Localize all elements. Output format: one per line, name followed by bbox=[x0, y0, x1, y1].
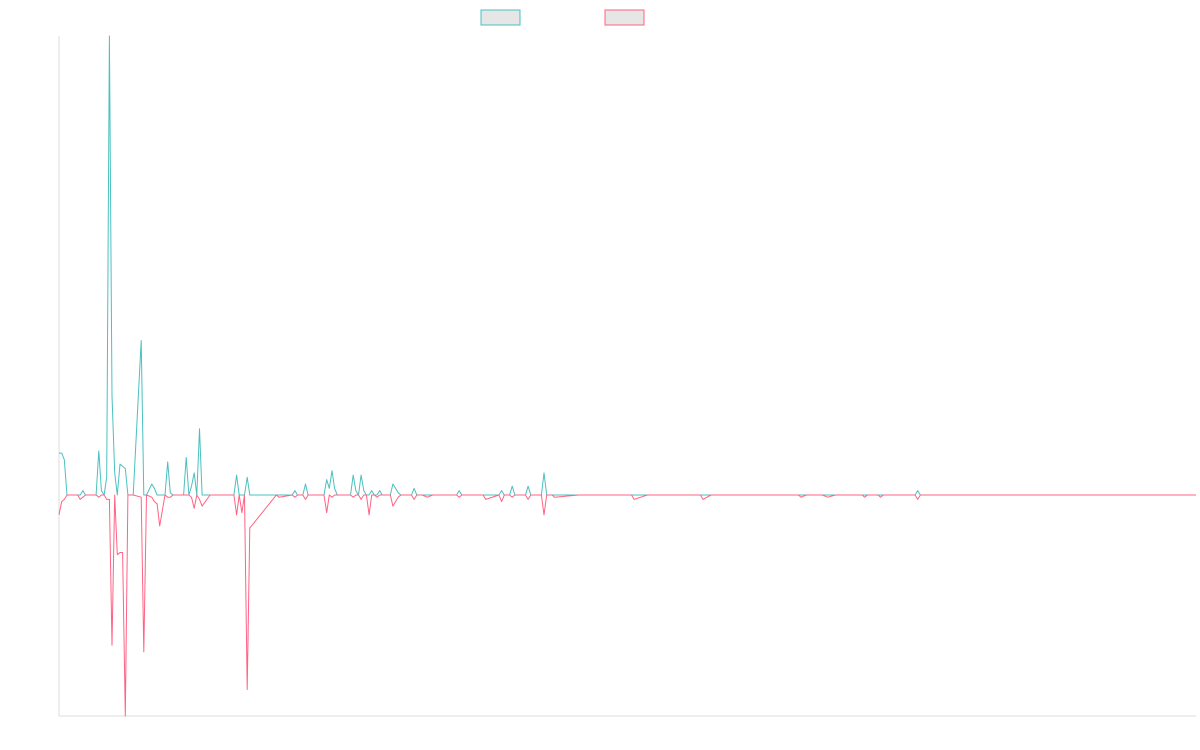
legend bbox=[480, 9, 645, 26]
legend-swatch-2[interactable] bbox=[604, 9, 645, 26]
legend-swatch-1[interactable] bbox=[480, 9, 521, 26]
series-line-2 bbox=[58, 494, 1196, 717]
series-layer bbox=[58, 35, 1196, 717]
series-line-1 bbox=[59, 35, 1196, 496]
